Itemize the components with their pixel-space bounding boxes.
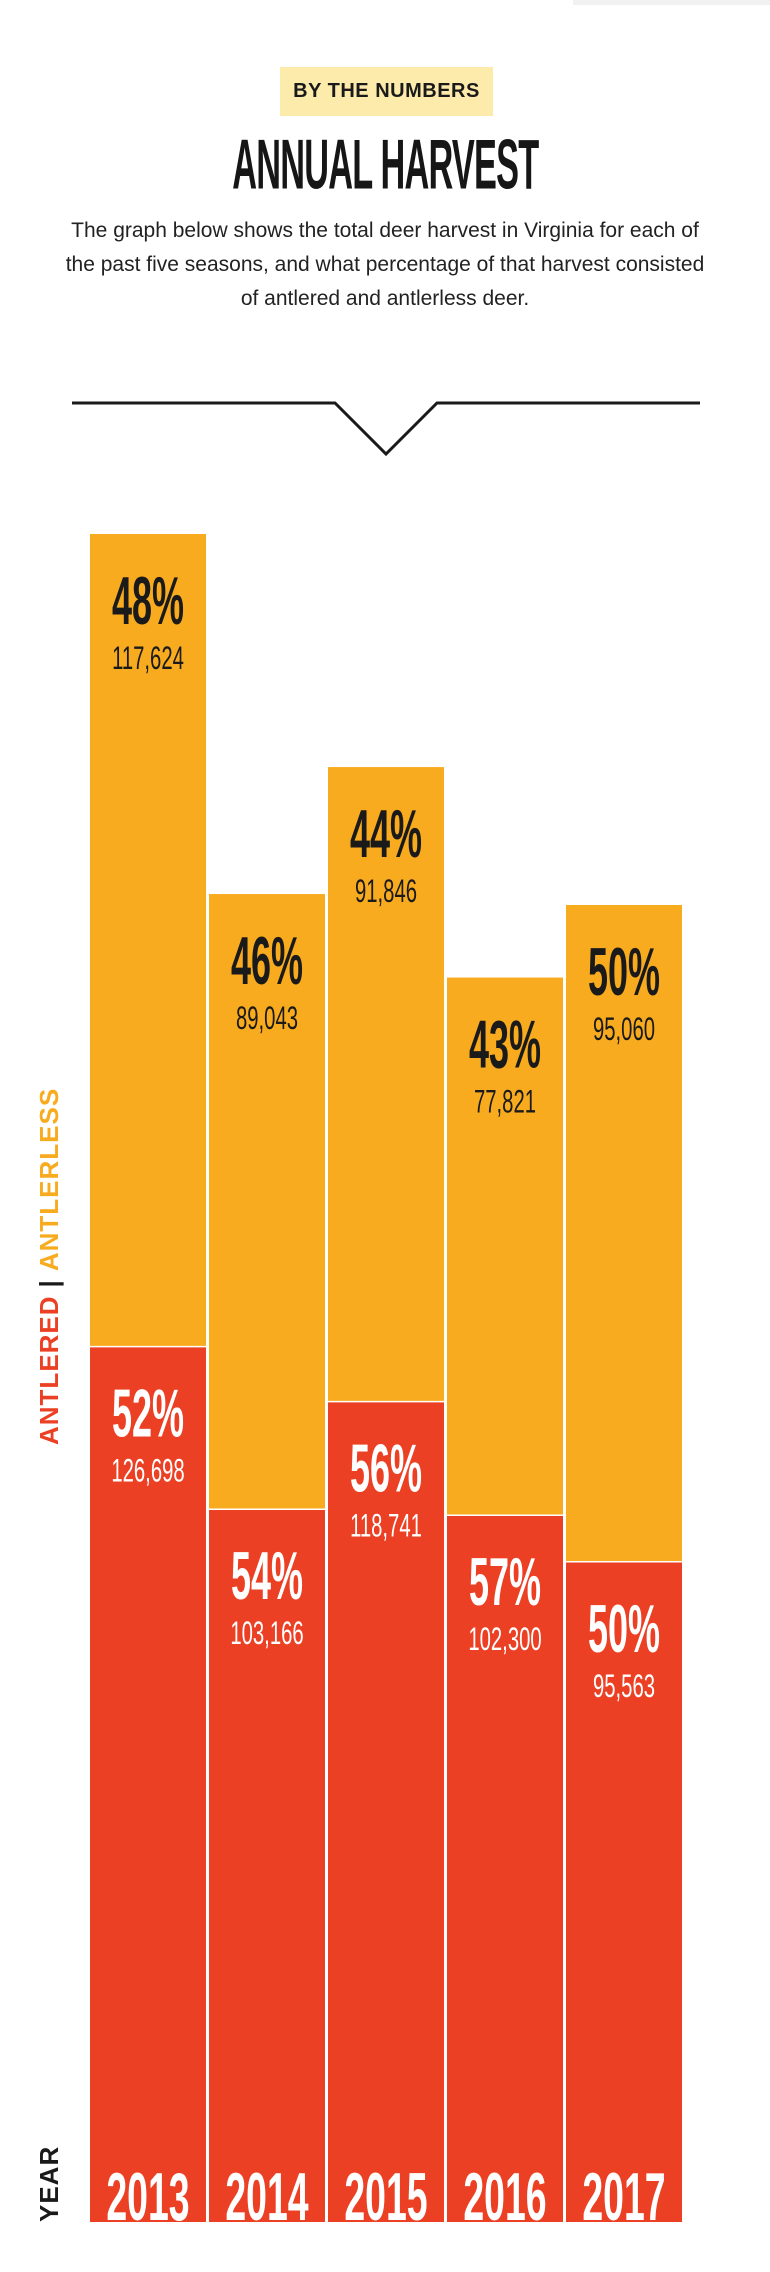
- value-antlerless-2017: 95,060: [593, 1010, 655, 1047]
- divider-chevron: [72, 401, 700, 457]
- value-antlerless-2014: 89,043: [236, 999, 298, 1036]
- value-antlered-2013: 126,698: [111, 1452, 184, 1489]
- pct-antlerless-2013: 48%: [112, 564, 184, 639]
- bar-antlered-2014: [209, 1509, 325, 2222]
- pct-antlered-2014: 54%: [231, 1539, 303, 1614]
- pct-antlerless-2014: 46%: [231, 924, 303, 999]
- bar-antlered-2017: [566, 1561, 682, 2222]
- legend-axis-label: ANTLERED | ANTLERLESS: [34, 1088, 65, 1445]
- top-edge-bar: [573, 0, 770, 5]
- bar-antlerless-2015: [328, 767, 444, 1402]
- value-antlered-2017: 95,563: [593, 1667, 655, 1704]
- value-antlered-2016: 102,300: [468, 1620, 541, 1657]
- pct-antlered-2015: 56%: [350, 1432, 422, 1507]
- year-label-2015: 2015: [344, 2159, 427, 2234]
- bar-antlerless-2014: [209, 894, 325, 1510]
- value-antlered-2014: 103,166: [230, 1614, 303, 1651]
- bar-antlered-2013: [90, 1346, 206, 2222]
- year-label-2017: 2017: [582, 2159, 665, 2234]
- value-antlerless-2016: 77,821: [474, 1083, 536, 1120]
- legend-antlerless: ANTLERLESS: [34, 1087, 64, 1272]
- year-label-2016: 2016: [463, 2159, 546, 2234]
- page-title: ANNUAL HARVEST: [0, 125, 770, 207]
- bar-antlered-2015: [328, 1401, 444, 2222]
- pct-antlered-2016: 57%: [469, 1545, 541, 1620]
- bar-antlered-2016: [447, 1515, 563, 2222]
- legend-antlered: ANTLERED: [34, 1295, 64, 1445]
- pct-antlerless-2015: 44%: [350, 797, 422, 872]
- value-antlerless-2013: 117,624: [112, 639, 184, 676]
- legend-separator: |: [34, 1279, 64, 1288]
- pct-antlerless-2017: 50%: [588, 935, 660, 1010]
- pct-antlered-2017: 50%: [588, 1592, 660, 1667]
- page-title-text: ANNUAL HARVEST: [231, 126, 539, 205]
- value-antlerless-2015: 91,846: [355, 872, 417, 909]
- bar-antlerless-2013: [90, 534, 206, 1347]
- pct-antlerless-2016: 43%: [469, 1008, 541, 1083]
- year-label-2014: 2014: [225, 2159, 309, 2234]
- value-antlered-2015: 118,741: [350, 1507, 422, 1544]
- year-label-2013: 2013: [106, 2159, 189, 2234]
- pct-antlered-2013: 52%: [112, 1377, 184, 1452]
- bar-antlerless-2016: [447, 977, 563, 1516]
- intro-text: The graph below shows the total deer har…: [65, 219, 705, 310]
- bar-antlerless-2017: [566, 905, 682, 1562]
- year-axis-label: YEAR: [34, 2145, 64, 2222]
- kicker-badge: BY THE NUMBERS: [280, 67, 493, 116]
